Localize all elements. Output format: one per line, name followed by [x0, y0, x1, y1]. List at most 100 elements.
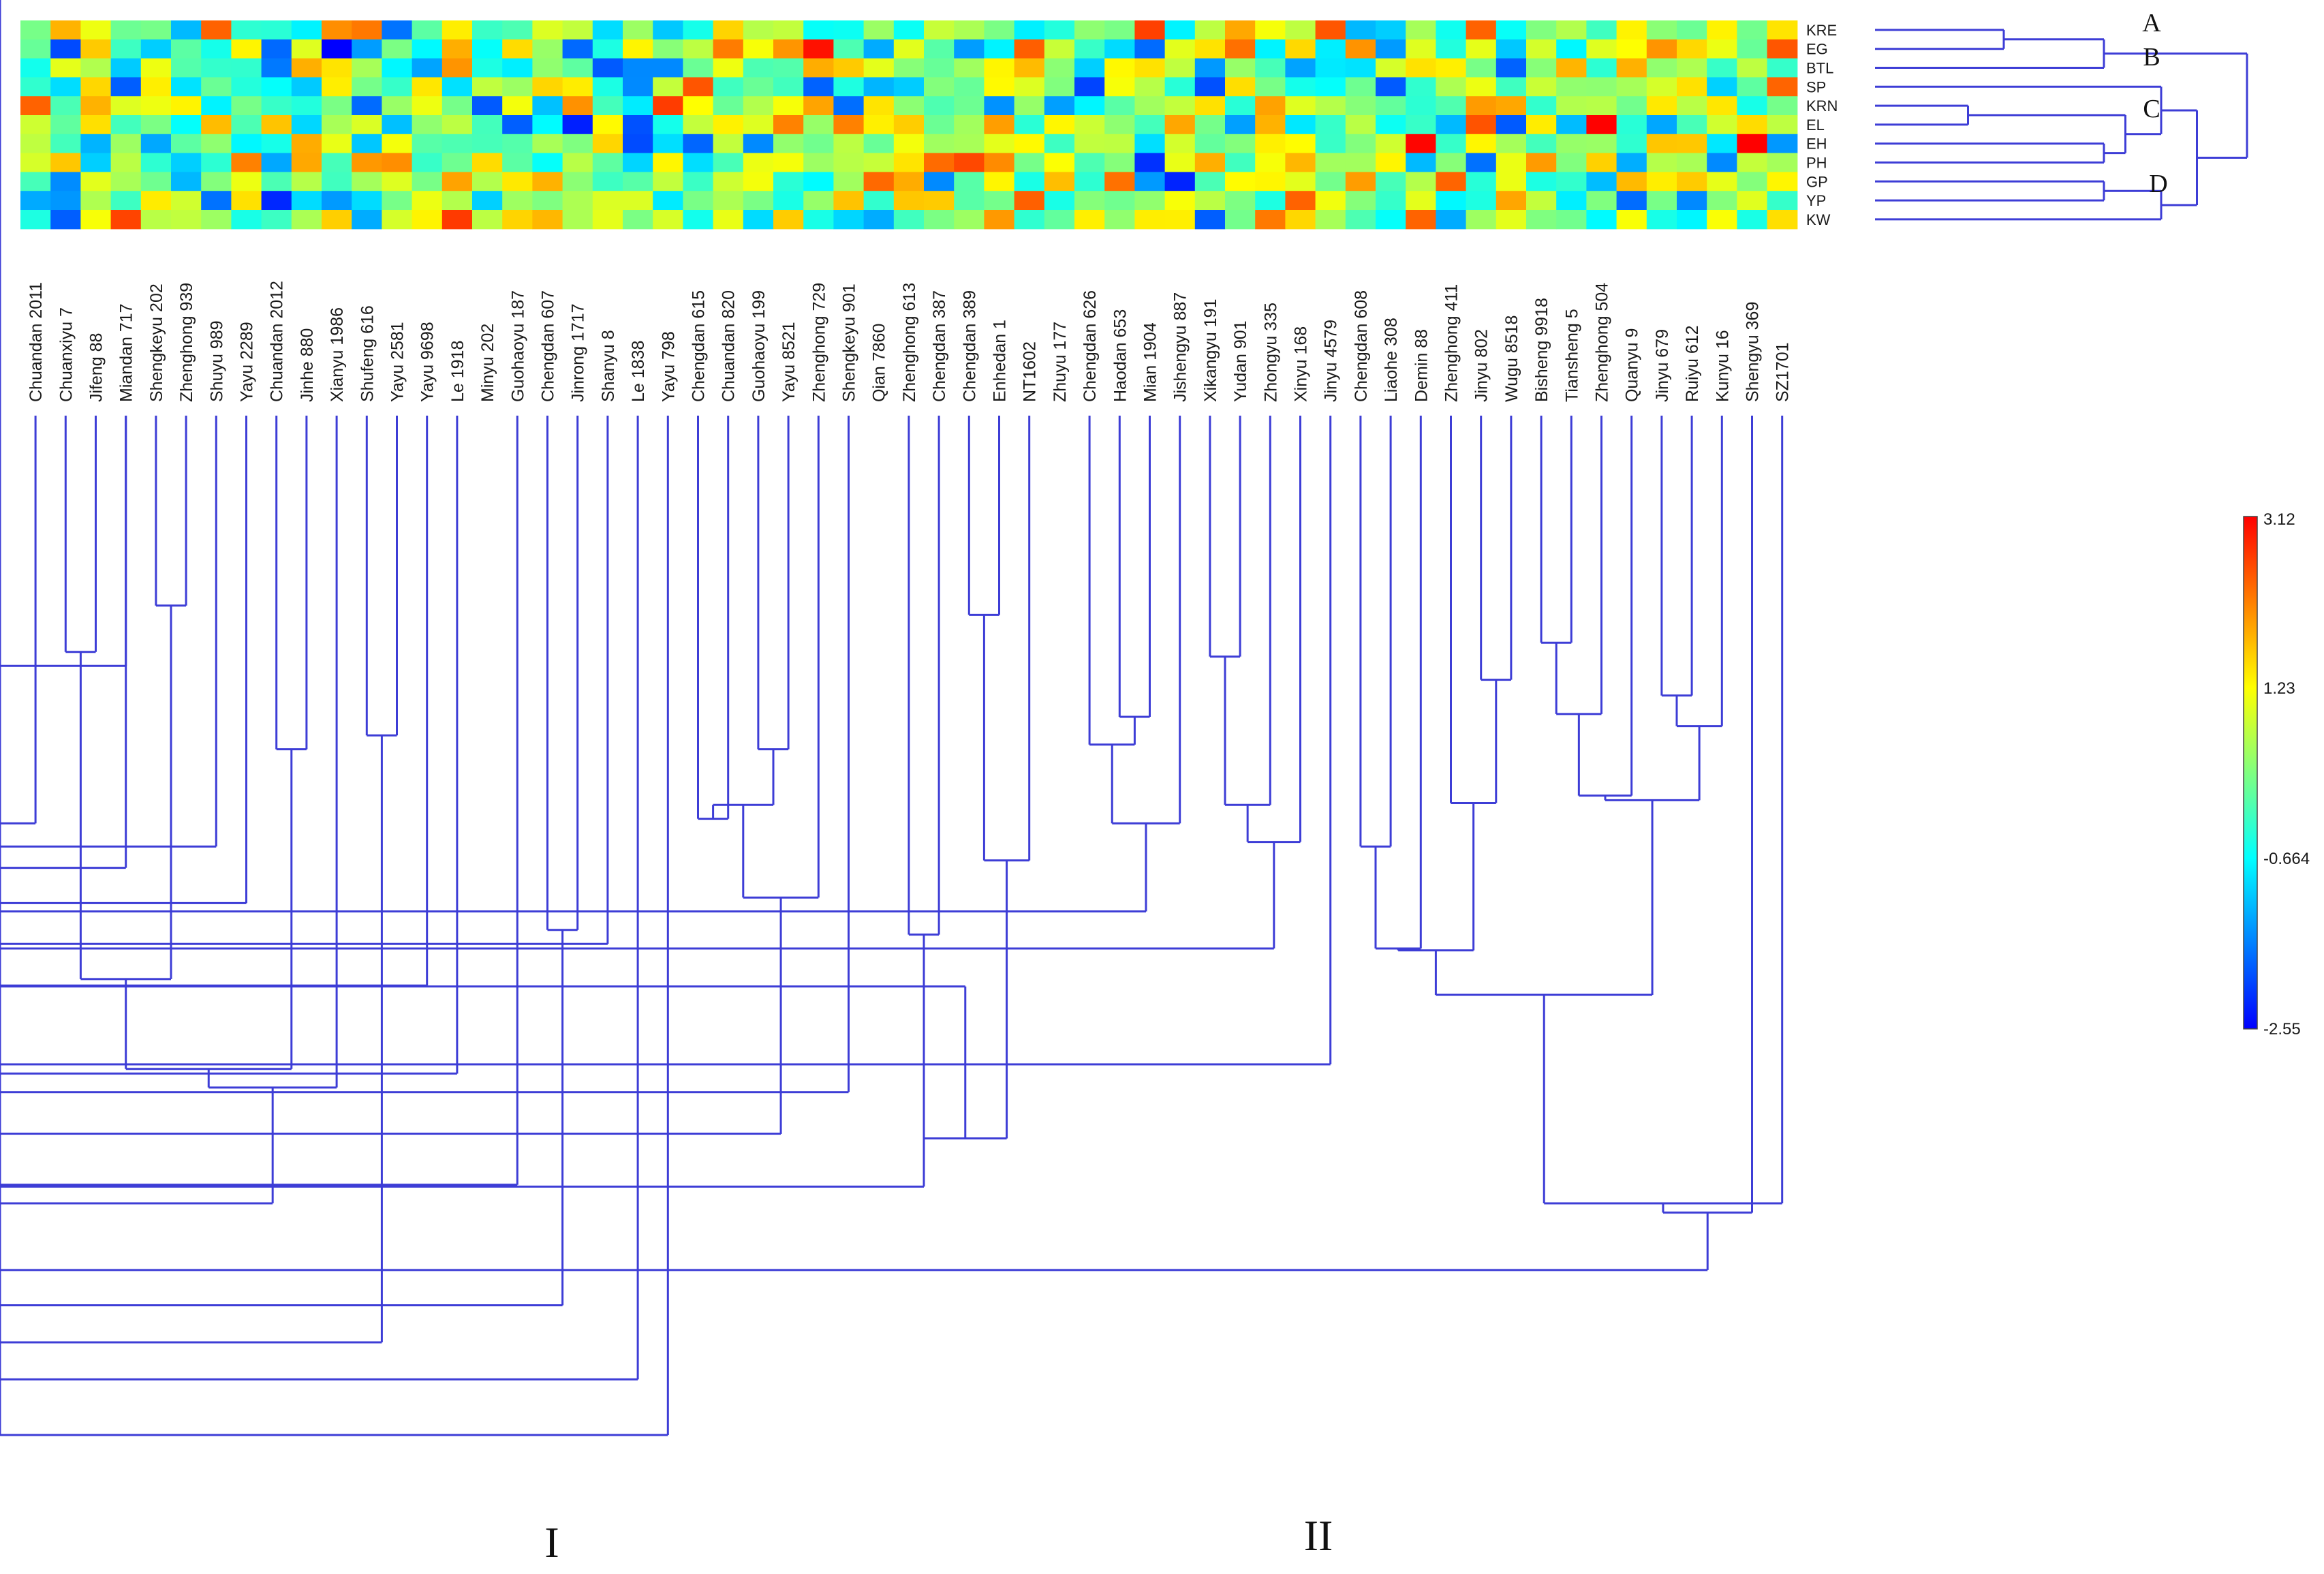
cultivar-label: Guohaoyu 187 — [508, 290, 527, 402]
cultivar-label: Haodan 653 — [1111, 309, 1130, 402]
heatmap-cell — [743, 77, 774, 97]
heatmap-cell — [1586, 191, 1617, 211]
heatmap-cell — [261, 39, 292, 59]
heatmap-cell — [140, 96, 172, 116]
heatmap-cell — [1285, 58, 1316, 78]
heatmap-cell — [412, 172, 443, 191]
heatmap-cell — [984, 58, 1015, 78]
heatmap-cell — [562, 77, 593, 97]
heatmap-cell — [110, 115, 142, 135]
heatmap-cell — [20, 172, 51, 191]
heatmap-cell — [1164, 191, 1196, 211]
heatmap-cell — [412, 115, 443, 135]
trait-label: EG — [1806, 41, 1828, 58]
cultivar-label: Quanyu 9 — [1623, 328, 1642, 402]
heatmap-cell — [1677, 191, 1707, 211]
heatmap-cell — [1496, 77, 1527, 97]
heatmap-cell — [532, 191, 563, 211]
heatmap-cell — [1074, 58, 1105, 78]
heatmap-cell — [50, 58, 81, 78]
heatmap-cell — [1255, 115, 1286, 135]
trait-label: BTL — [1806, 60, 1833, 77]
heatmap-cell — [382, 58, 413, 78]
heatmap-cell — [954, 210, 985, 230]
cultivar-label: Shengkeyu 901 — [840, 283, 859, 402]
heatmap-cell — [713, 77, 744, 97]
heatmap-cell — [1436, 20, 1467, 40]
heatmap-cell — [1767, 20, 1798, 40]
heatmap-cell — [1436, 172, 1467, 191]
heatmap-cell — [984, 39, 1015, 59]
heatmap-cell — [1315, 153, 1346, 172]
heatmap-cell — [140, 191, 172, 211]
heatmap-cell — [863, 20, 895, 40]
heatmap-cell — [893, 210, 925, 230]
heatmap-cell — [1707, 134, 1737, 154]
heatmap-cell — [1556, 39, 1587, 59]
heatmap-cell — [80, 172, 112, 191]
heatmap-cell — [863, 96, 895, 116]
heatmap-cell — [833, 153, 865, 172]
trait-label: EL — [1806, 117, 1825, 134]
heatmap-cell — [984, 210, 1015, 230]
heatmap-cell — [1255, 134, 1286, 154]
heatmap-cell — [1255, 172, 1286, 191]
heatmap-cell — [140, 134, 172, 154]
heatmap-cell — [1376, 172, 1406, 191]
heatmap-cell — [1104, 96, 1135, 116]
heatmap-cell — [623, 39, 653, 59]
heatmap-cell — [1225, 172, 1256, 191]
heatmap-cell — [1646, 115, 1677, 135]
heatmap-cell — [803, 153, 834, 172]
heatmap-cell — [1376, 20, 1406, 40]
cultivar-label: SZ1701 — [1773, 342, 1793, 402]
heatmap-cell — [20, 191, 51, 211]
heatmap-cell — [1044, 39, 1075, 59]
heatmap-cell — [1406, 210, 1436, 230]
heatmap-cell — [412, 153, 443, 172]
heatmap-cell — [924, 153, 955, 172]
heatmap-cell — [1707, 77, 1737, 97]
heatmap-cell — [1526, 96, 1557, 116]
heatmap-cell — [803, 39, 834, 59]
heatmap-cell — [171, 39, 202, 59]
heatmap-cell — [322, 134, 352, 154]
heatmap-cell — [924, 210, 955, 230]
heatmap-cell — [1737, 153, 1768, 172]
heatmap-cell — [171, 20, 202, 40]
heatmap-cell — [863, 115, 895, 135]
heatmap-cell — [322, 210, 352, 230]
heatmap-cell — [713, 20, 744, 40]
heatmap-cell — [1526, 39, 1557, 59]
heatmap-cell — [863, 210, 895, 230]
heatmap-cell — [231, 210, 262, 230]
heatmap-cell — [1345, 96, 1376, 116]
heatmap-cell — [773, 172, 804, 191]
heatmap-cell — [562, 58, 593, 78]
heatmap-cell — [984, 153, 1015, 172]
heatmap-cell — [1677, 96, 1707, 116]
heatmap-cell — [773, 191, 804, 211]
trait-cluster-letters: A B C D — [2142, 9, 2167, 198]
cultivar-label: Chuandan 820 — [719, 290, 739, 402]
heatmap-cell — [20, 77, 51, 97]
heatmap-cell — [1556, 77, 1587, 97]
cultivar-label: Shufeng 616 — [358, 305, 377, 402]
heatmap-cell — [1646, 96, 1677, 116]
heatmap-cell — [1526, 20, 1557, 40]
heatmap-cell — [80, 20, 112, 40]
heatmap-cell — [1556, 96, 1587, 116]
heatmap-cell — [1677, 77, 1707, 97]
heatmap-cell — [1616, 115, 1647, 135]
heatmap-cell — [532, 153, 563, 172]
heatmap-cell — [623, 115, 653, 135]
heatmap-cell — [984, 77, 1015, 97]
heatmap-cell — [1737, 172, 1768, 191]
heatmap-cell — [532, 210, 563, 230]
cultivar-label: Bisheng 9918 — [1532, 298, 1551, 402]
heatmap-cell — [20, 96, 51, 116]
cultivar-label: Shuyu 989 — [207, 320, 226, 402]
heatmap-cell — [291, 115, 322, 135]
heatmap-cell — [984, 191, 1015, 211]
heatmap-cell — [80, 153, 112, 172]
